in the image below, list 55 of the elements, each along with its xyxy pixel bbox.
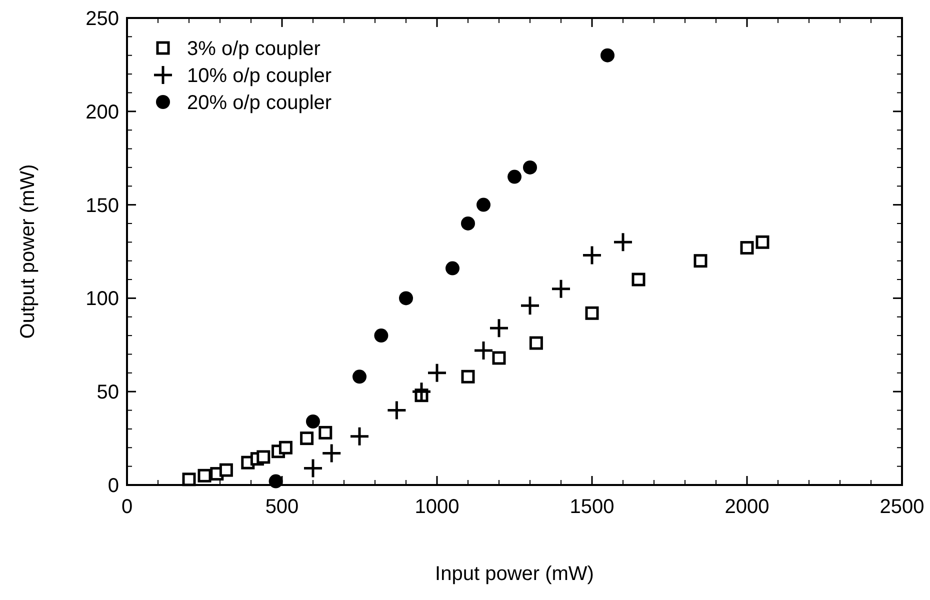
point <box>306 414 320 428</box>
point <box>352 370 366 384</box>
point <box>278 440 292 454</box>
point <box>399 291 413 306</box>
point <box>740 241 754 255</box>
point <box>492 351 506 365</box>
point <box>585 306 599 320</box>
point <box>520 295 540 316</box>
legend-label: 3% o/p coupler <box>187 38 321 60</box>
point <box>321 442 342 464</box>
point <box>386 400 407 421</box>
y-tick-label: 200 <box>86 101 119 124</box>
point <box>182 472 196 486</box>
point <box>756 235 770 249</box>
point <box>300 432 314 446</box>
x-tick-label: 2500 <box>880 496 924 518</box>
x-axis-title: Input power (mW) <box>435 563 594 585</box>
y-tick-label: 250 <box>86 8 119 30</box>
point <box>302 458 324 478</box>
point <box>694 254 708 268</box>
point <box>198 468 212 482</box>
point <box>612 232 634 252</box>
point <box>632 272 646 286</box>
point <box>582 244 602 266</box>
point <box>446 261 460 276</box>
point <box>523 160 537 174</box>
point <box>411 381 432 402</box>
x-tick-label: 2000 <box>724 496 770 518</box>
point <box>476 198 490 212</box>
y-axis-title: Output power (mW) <box>17 164 39 339</box>
x-tick-label: 1000 <box>414 496 460 518</box>
point <box>461 370 475 384</box>
point <box>473 340 494 361</box>
point <box>318 426 332 440</box>
x-tick-label: 1500 <box>570 496 614 518</box>
y-tick-label: 50 <box>96 382 119 404</box>
x-tick-label: 500 <box>265 496 299 518</box>
y-tick-label: 0 <box>108 475 119 497</box>
point <box>374 328 388 343</box>
point <box>508 170 522 184</box>
legend-label: 20% o/p coupler <box>187 92 332 114</box>
point <box>219 463 233 477</box>
x-tick-label: 0 <box>121 496 133 518</box>
point <box>488 318 510 338</box>
point <box>550 278 572 300</box>
point <box>426 362 448 384</box>
point <box>529 336 543 350</box>
y-tick-label: 100 <box>86 288 119 310</box>
legend-label: 10% o/p coupler <box>187 65 332 87</box>
y-tick-label: 150 <box>86 194 119 217</box>
point <box>268 474 283 488</box>
point <box>256 450 270 464</box>
point <box>600 48 614 62</box>
point <box>461 216 475 230</box>
point <box>349 426 370 447</box>
